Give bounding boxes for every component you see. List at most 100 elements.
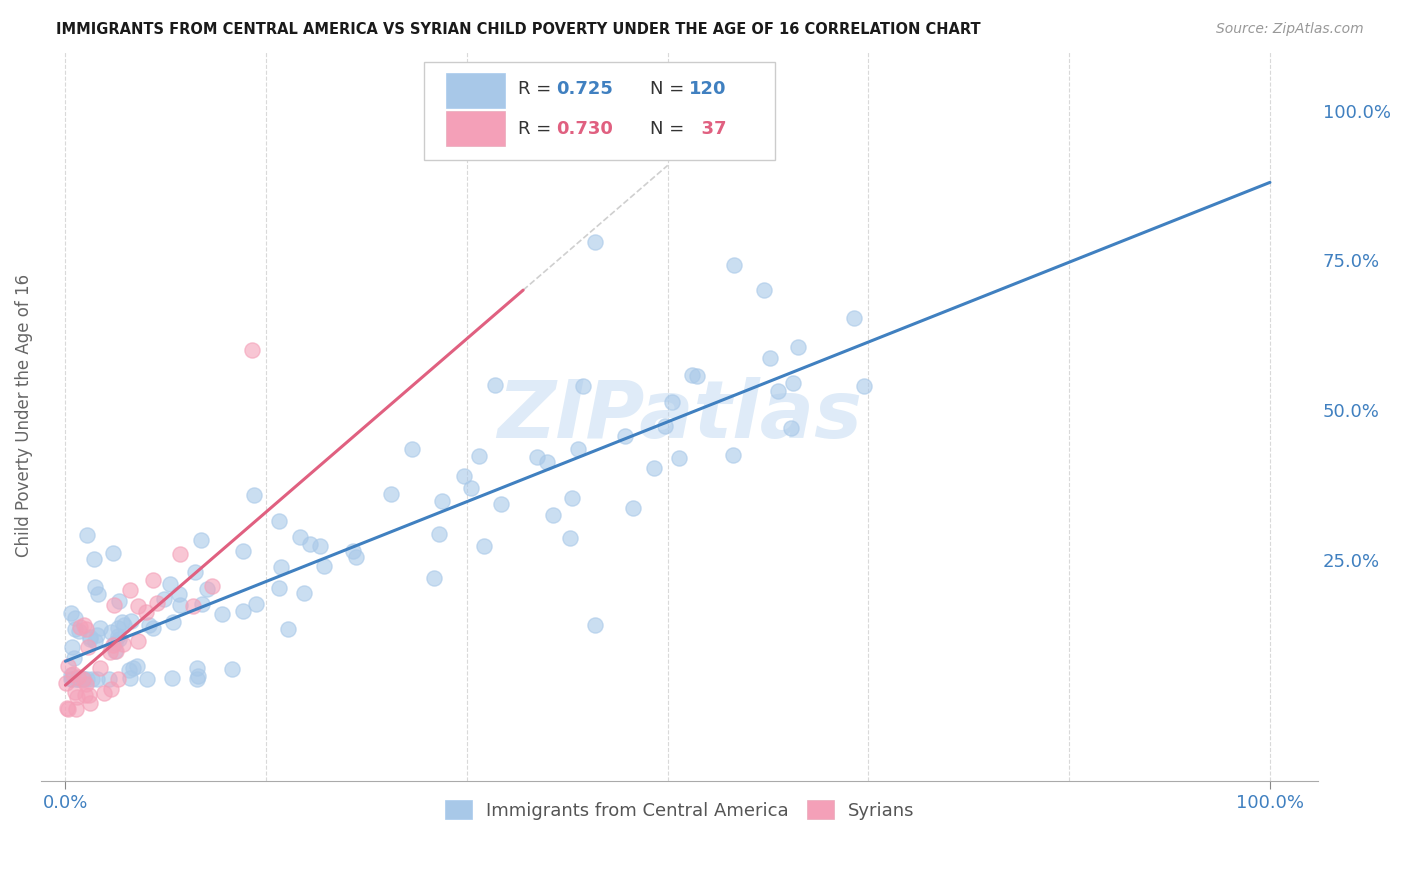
Point (75, 622, 97, 636)
Point (288, 530, 311, 544)
Point (342, 543, 364, 558)
Point (232, 604, 254, 618)
Point (844, 310, 866, 325)
Point (344, 549, 367, 564)
Point (267, 581, 290, 595)
Point (184, 565, 207, 579)
FancyBboxPatch shape (446, 111, 505, 146)
Point (107, 621, 129, 635)
Point (567, 442, 589, 456)
Point (195, 582, 218, 596)
Point (561, 491, 583, 506)
Point (160, 671, 183, 685)
Point (560, 531, 582, 545)
Point (142, 621, 165, 635)
Text: R =: R = (517, 120, 557, 138)
Point (73, 672, 96, 686)
Text: 0.725: 0.725 (555, 80, 613, 98)
Point (55, 676, 77, 690)
Text: Source: ZipAtlas.com: Source: ZipAtlas.com (1216, 22, 1364, 37)
Point (75, 676, 97, 690)
Point (63, 622, 86, 636)
Point (107, 629, 129, 643)
Point (292, 586, 315, 600)
Point (56, 659, 79, 673)
Point (100, 624, 122, 639)
Point (118, 671, 141, 685)
Point (82, 672, 104, 686)
FancyBboxPatch shape (446, 72, 505, 108)
Text: 37: 37 (689, 120, 725, 138)
Point (453, 469, 475, 483)
Point (76, 672, 98, 686)
Point (159, 576, 181, 591)
Point (309, 539, 332, 553)
Point (69, 672, 91, 686)
Point (723, 448, 745, 462)
Point (269, 514, 291, 528)
Point (169, 547, 191, 561)
Point (56, 702, 79, 716)
Point (65, 672, 87, 686)
Point (270, 559, 292, 574)
Point (72, 672, 94, 686)
Point (60, 672, 83, 686)
Point (277, 622, 299, 636)
Point (62, 666, 84, 681)
Point (69, 620, 91, 634)
Point (430, 494, 453, 508)
Text: N =: N = (651, 120, 690, 138)
Text: N =: N = (651, 80, 690, 98)
Point (60, 606, 83, 620)
Point (526, 450, 548, 464)
Point (541, 508, 564, 522)
Point (298, 537, 321, 551)
Point (104, 644, 127, 658)
Point (86, 587, 108, 601)
Point (60, 672, 83, 686)
Point (468, 449, 491, 463)
Point (474, 539, 496, 553)
Point (583, 618, 606, 632)
Text: ZIPatlas: ZIPatlas (498, 376, 862, 455)
Point (75, 688, 97, 702)
Point (103, 599, 125, 613)
Point (186, 661, 208, 675)
Point (142, 574, 165, 588)
Point (112, 636, 135, 650)
Point (782, 376, 804, 390)
Point (79, 696, 101, 710)
Point (489, 497, 512, 511)
Point (127, 599, 149, 614)
Point (108, 632, 131, 647)
Point (79, 631, 101, 645)
Point (111, 615, 134, 629)
Point (63, 611, 86, 625)
Point (138, 617, 160, 632)
Point (167, 586, 190, 600)
Point (243, 488, 266, 502)
Point (100, 645, 122, 659)
Point (136, 672, 159, 686)
Point (232, 544, 254, 558)
Point (63, 685, 86, 699)
Point (67, 624, 90, 638)
Text: IMMIGRANTS FROM CENTRAL AMERICA VS SYRIAN CHILD POVERTY UNDER THE AGE OF 16 CORR: IMMIGRANTS FROM CENTRAL AMERICA VS SYRIA… (56, 22, 981, 37)
Point (759, 351, 782, 365)
Point (72, 672, 94, 686)
Point (93, 686, 115, 700)
Point (79, 632, 101, 646)
Text: 120: 120 (689, 80, 725, 98)
Point (65, 702, 87, 716)
Point (181, 599, 204, 614)
Point (162, 615, 184, 629)
Point (118, 663, 141, 677)
Point (643, 461, 665, 475)
Point (240, 343, 263, 357)
Point (72, 618, 94, 632)
Point (112, 618, 135, 632)
Point (169, 598, 191, 612)
Point (621, 501, 644, 516)
Point (56, 701, 79, 715)
Point (76, 527, 98, 541)
